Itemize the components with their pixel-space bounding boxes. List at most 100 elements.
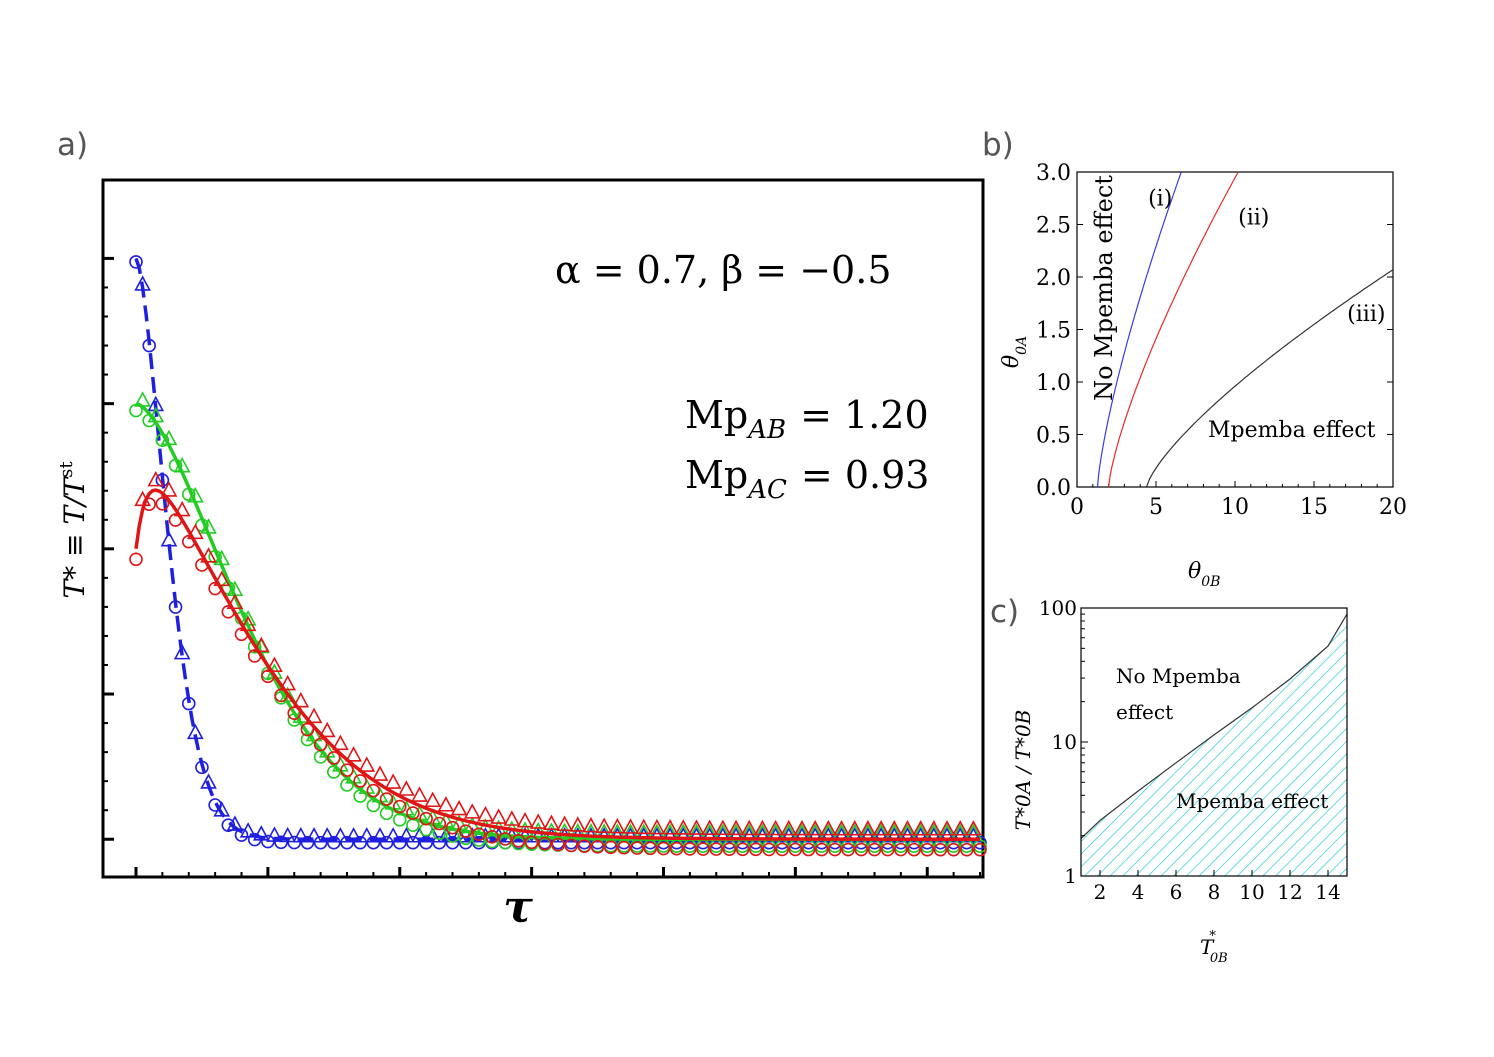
panel-a-series bbox=[129, 255, 987, 857]
series-B-circle bbox=[353, 789, 367, 803]
series-C-line bbox=[134, 488, 980, 841]
series-C-triangle bbox=[266, 656, 283, 672]
series-C-circle bbox=[551, 837, 565, 852]
series-C-circle bbox=[300, 722, 315, 737]
panel-b-ylabel: θ0A bbox=[999, 336, 1030, 368]
series-A-circle bbox=[287, 835, 302, 850]
series-C-triangle bbox=[490, 808, 507, 824]
series-C-circle bbox=[603, 840, 618, 855]
panel-b-series: (i) (ii) (iii) bbox=[1096, 171, 1394, 488]
series-B-circle bbox=[340, 778, 354, 792]
series-A-circle bbox=[366, 835, 381, 850]
series-B-triangle bbox=[543, 822, 560, 838]
y-tick-label: 2.5 bbox=[1036, 214, 1071, 239]
series-A-circle bbox=[234, 828, 249, 842]
series-C-triangle bbox=[912, 820, 929, 836]
series-C-triangle bbox=[187, 523, 204, 540]
series-A-circle bbox=[221, 818, 236, 832]
series-B-circle bbox=[287, 713, 302, 727]
series-B-triangle bbox=[160, 429, 178, 446]
series-B-circle bbox=[142, 413, 156, 428]
series-C-triangle bbox=[965, 820, 982, 836]
x-tick-label: 12 bbox=[1277, 880, 1302, 904]
y-tick-label: 2.0 bbox=[1036, 266, 1071, 291]
series-C-circle bbox=[379, 792, 394, 806]
panel-a: a) α = 0.7, β = −0.5 MpAB = 1.20 MpAC = 0.… bbox=[56, 127, 987, 933]
series-C-circle bbox=[142, 497, 156, 511]
series-C-triangle bbox=[160, 481, 178, 497]
series-C-circle bbox=[340, 763, 354, 777]
series-A-circle bbox=[432, 835, 447, 850]
series-A-triangle bbox=[200, 773, 217, 789]
series-C-circle bbox=[485, 830, 499, 844]
series-C-triangle bbox=[424, 791, 442, 808]
series-C-circle bbox=[867, 842, 882, 857]
series-B-circle bbox=[300, 732, 315, 747]
series-C-triangle bbox=[833, 819, 850, 836]
series-C-circle bbox=[735, 842, 750, 857]
series-C-circle bbox=[920, 842, 935, 857]
series-C-circle bbox=[973, 842, 987, 857]
series-A-circle bbox=[142, 338, 156, 353]
series-A-triangle bbox=[134, 275, 151, 291]
x-tick-label: 4 bbox=[1132, 880, 1145, 904]
series-A-circle bbox=[327, 835, 341, 850]
series-C-circle bbox=[907, 842, 921, 857]
series-A-triangle bbox=[239, 822, 257, 838]
mpemba-region bbox=[1081, 614, 1347, 876]
series-B-circle bbox=[458, 831, 473, 846]
panel-a-mpab: MpAB = 1.20 bbox=[685, 393, 929, 445]
series-C-circle bbox=[617, 840, 631, 855]
panel-b-region-lower: Mpemba effect bbox=[1208, 418, 1376, 443]
series-C-triangle bbox=[609, 817, 626, 834]
series-A-triangle bbox=[160, 530, 178, 547]
series-C-circle bbox=[669, 841, 684, 856]
series-C-triangle bbox=[305, 707, 323, 724]
series-C-triangle bbox=[543, 814, 560, 830]
series-C-circle bbox=[327, 751, 341, 765]
series-C-triangle bbox=[252, 636, 270, 653]
series-C-circle bbox=[458, 824, 473, 839]
series-C-circle bbox=[946, 842, 961, 857]
series-C-triangle bbox=[226, 593, 244, 610]
series-C-circle bbox=[406, 806, 420, 820]
series-C-circle bbox=[960, 842, 974, 857]
series-A-circle bbox=[340, 835, 354, 850]
series-A-triangle bbox=[252, 825, 270, 841]
curve-(ii) bbox=[1108, 171, 1239, 488]
panel-c-fill bbox=[1080, 613, 1348, 876]
series-B-circle bbox=[406, 818, 420, 832]
series-C-circle bbox=[775, 842, 789, 857]
series-A-circle bbox=[168, 600, 183, 614]
series-C-triangle bbox=[437, 796, 455, 812]
series-A-circle bbox=[129, 255, 143, 269]
panel-b-axes: 0 5 10 15 20 0.0 0.5 1.0 1.5 2.0 2.5 3.0 bbox=[1036, 161, 1407, 520]
series-B-triangle bbox=[200, 518, 217, 534]
series-C-triangle bbox=[477, 805, 494, 822]
series-C-triangle bbox=[582, 816, 600, 833]
series-C-triangle bbox=[714, 819, 732, 836]
series-A-circle bbox=[181, 696, 196, 711]
series-C-circle bbox=[801, 842, 816, 857]
series-C-triangle bbox=[463, 803, 481, 819]
series-C-circle bbox=[538, 836, 552, 851]
x-tick-label: 6 bbox=[1170, 880, 1183, 904]
series-C-triangle bbox=[450, 799, 468, 816]
panel-a-xlabel: τ bbox=[503, 882, 533, 933]
series-B-triangle bbox=[279, 686, 296, 703]
series-C-triangle bbox=[595, 817, 613, 833]
series-C-triangle bbox=[318, 721, 336, 738]
series-C-triangle bbox=[529, 813, 547, 829]
series-C-triangle bbox=[292, 691, 310, 708]
y-tick-label: 100 bbox=[1039, 596, 1077, 620]
curve-label: (iii) bbox=[1347, 302, 1385, 327]
series-C-circle bbox=[709, 842, 724, 856]
panel-b: b) 0 5 10 15 20 0.0 0.5 1.0 1.5 2.0 2.5 3.0 (i) (ii)… bbox=[982, 127, 1407, 590]
series-C-triangle bbox=[622, 818, 639, 834]
series-C-circle bbox=[511, 833, 526, 848]
series-B-triangle bbox=[213, 549, 231, 566]
series-C-triangle bbox=[727, 819, 745, 836]
series-B-triangle bbox=[173, 456, 191, 473]
series-B-triangle bbox=[147, 406, 165, 423]
